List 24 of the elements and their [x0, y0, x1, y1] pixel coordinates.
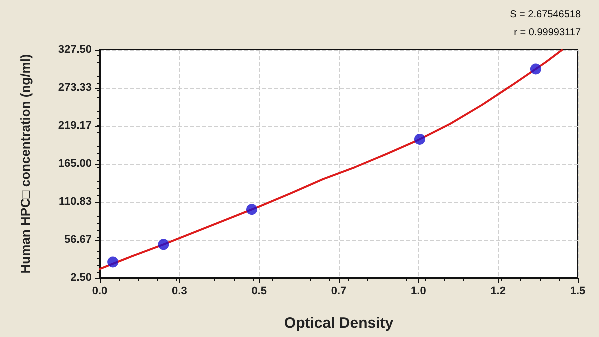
point [530, 64, 542, 75]
x-tick-label: 0.0 [92, 286, 108, 298]
y-axis-title: Human HPC□ concentration (ng/ml) [18, 54, 33, 274]
y-tick-label: 110.83 [58, 196, 92, 208]
point [414, 134, 426, 145]
line-series [99, 49, 564, 270]
x-tick-label: 1.2 [490, 286, 506, 298]
point [108, 256, 119, 268]
x-tick-label: 0.5 [252, 286, 267, 298]
point [246, 204, 258, 216]
x-tick-label: 0.7 [331, 286, 347, 298]
y-tick-label: 273.33 [58, 82, 92, 94]
x-tick-label: 1.0 [411, 286, 426, 298]
y-tick-label: 2.50 [70, 272, 92, 284]
text: r = 0.99993117 [514, 28, 582, 38]
y-tick-label: 165.00 [58, 158, 92, 170]
text: S = 2.67546518 [510, 10, 582, 20]
y-tick-label: 219.17 [58, 120, 92, 132]
y-tick-label: 56.67 [64, 234, 92, 246]
point [158, 239, 170, 250]
y-tick-label: 327.50 [58, 44, 92, 56]
x-tick-label: 0.3 [172, 286, 188, 298]
x-tick-label: 1.5 [570, 286, 586, 298]
x-axis-title: Optical Density [284, 315, 394, 332]
